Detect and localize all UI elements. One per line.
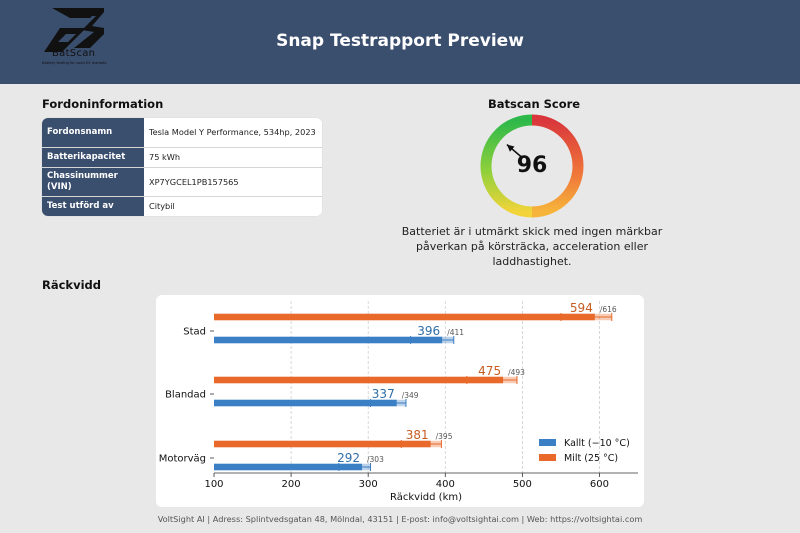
score-description: Batteriet är i utmärkt skick med ingen m… bbox=[401, 225, 663, 268]
cold-value-label: 337 bbox=[372, 387, 395, 401]
x-tick-label: 500 bbox=[513, 479, 532, 490]
page-title: Snap Testrapport Preview bbox=[276, 31, 524, 51]
info-row-battery: Batterikapacitet 75 kWh bbox=[42, 148, 322, 168]
info-row-vin: Chassinummer (VIN) XP7YGCEL1PB157565 bbox=[42, 168, 322, 197]
mild-bar-motorvag bbox=[214, 440, 431, 448]
mild-value-label: 594 bbox=[570, 301, 593, 315]
mild-max-label: /616 bbox=[600, 305, 617, 314]
cold-value-label: 396 bbox=[417, 324, 440, 338]
footer-text: VoltSight AI | Adress: Splintvedsgatan 4… bbox=[157, 514, 643, 524]
report-header: BatScan Battery testing for used EV mark… bbox=[0, 0, 800, 84]
legend-swatch-cold bbox=[539, 439, 556, 446]
info-row-name: Fordonsnamn Tesla Model Y Performance, 5… bbox=[42, 118, 322, 148]
cold-max-label: /349 bbox=[402, 391, 419, 400]
vehicle-info-table: Fordonsnamn Tesla Model Y Performance, 5… bbox=[42, 118, 322, 216]
category-label-motorvag: Motorväg bbox=[159, 454, 206, 465]
info-key: Fordonsnamn bbox=[42, 118, 144, 147]
cold-value-label: 292 bbox=[337, 451, 360, 465]
x-tick-label: 400 bbox=[436, 479, 455, 490]
mild-bar-blandad bbox=[214, 376, 504, 384]
mild-max-label: /395 bbox=[436, 432, 453, 441]
info-value: XP7YGCEL1PB157565 bbox=[144, 168, 322, 196]
x-tick-label: 200 bbox=[282, 479, 301, 490]
legend-swatch-mild bbox=[539, 454, 556, 461]
cold-max-label: /411 bbox=[447, 328, 464, 337]
category-label-stad: Stad bbox=[183, 327, 206, 338]
logo-text: BatScan bbox=[52, 48, 96, 59]
x-tick-label: 300 bbox=[359, 479, 378, 490]
mild-value-label: 475 bbox=[478, 364, 501, 378]
info-value: Tesla Model Y Performance, 534hp, 2023 bbox=[144, 118, 322, 147]
info-key: Test utförd av bbox=[42, 197, 144, 216]
logo-tagline: Battery testing for used EV markets bbox=[42, 61, 107, 65]
info-row-tester: Test utförd av Citybil bbox=[42, 197, 322, 216]
gauge-arrow-icon bbox=[506, 144, 515, 152]
range-section-title: Räckvidd bbox=[42, 278, 101, 292]
info-value: 75 kWh bbox=[144, 148, 322, 167]
cold-bar-stad bbox=[214, 336, 443, 344]
vehicle-section-title: Fordoninformation bbox=[42, 97, 164, 111]
mild-value-label: 381 bbox=[406, 428, 429, 442]
batscan-logo-icon bbox=[44, 8, 104, 52]
gauge-arc-low bbox=[531, 114, 584, 218]
x-axis-label: Räckvidd (km) bbox=[390, 492, 462, 503]
mild-max-label: /493 bbox=[508, 368, 525, 377]
legend-label-cold: Kallt (−10 °C) bbox=[564, 438, 630, 449]
x-tick-label: 600 bbox=[590, 479, 609, 490]
info-key: Batterikapacitet bbox=[42, 148, 144, 167]
cold-bar-motorvag bbox=[214, 463, 363, 471]
legend-label-mild: Milt (25 °C) bbox=[564, 453, 618, 464]
range-chart: Stad 594/616 396/411 Blandad 475/493 337/349 M… bbox=[159, 301, 638, 503]
cold-bar-blandad bbox=[214, 399, 397, 407]
score-section-title: Batscan Score bbox=[488, 97, 581, 111]
category-label-blandad: Blandad bbox=[165, 390, 206, 401]
range-chart-card: Stad 594/616 396/411 Blandad 475/493 337/349 M… bbox=[156, 295, 644, 507]
mild-bar-stad bbox=[214, 313, 595, 321]
score-gauge: 96 bbox=[480, 114, 584, 218]
chart-legend: Kallt (−10 °C) Milt (25 °C) bbox=[539, 438, 630, 464]
info-value: Citybil bbox=[144, 197, 322, 216]
info-key: Chassinummer (VIN) bbox=[42, 168, 144, 196]
gauge-arc-high bbox=[480, 114, 533, 218]
score-value: 96 bbox=[517, 153, 548, 178]
cold-max-label: /303 bbox=[367, 455, 384, 464]
x-tick-label: 100 bbox=[204, 479, 223, 490]
